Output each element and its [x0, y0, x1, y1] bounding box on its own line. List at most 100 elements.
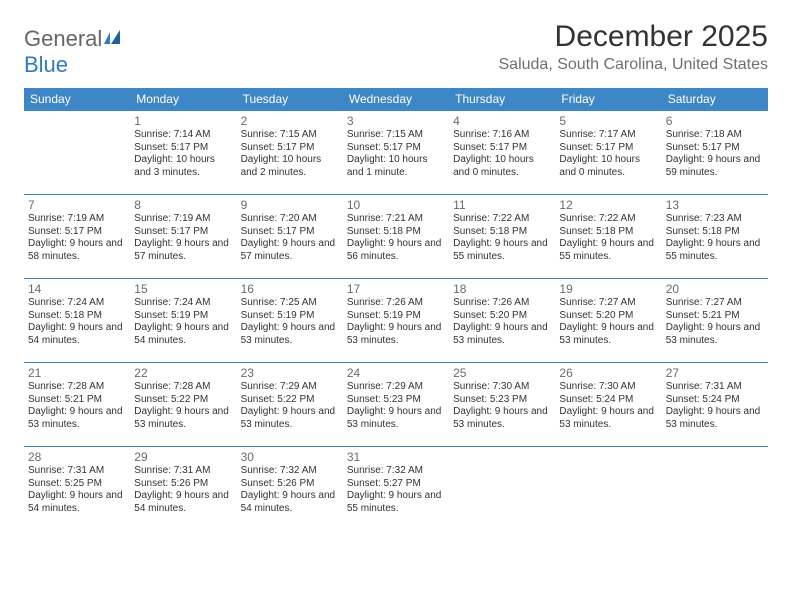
sunrise-text: Sunrise: 7:31 AM	[134, 465, 232, 478]
day-info: Sunrise: 7:27 AMSunset: 5:20 PMDaylight:…	[559, 297, 657, 347]
dow-header: Wednesday	[343, 88, 449, 111]
sunrise-text: Sunrise: 7:24 AM	[28, 297, 126, 310]
calendar-table: SundayMondayTuesdayWednesdayThursdayFrid…	[24, 88, 768, 531]
day-number: 11	[453, 198, 551, 212]
day-info: Sunrise: 7:28 AMSunset: 5:22 PMDaylight:…	[134, 381, 232, 431]
calendar-day-cell: 18Sunrise: 7:26 AMSunset: 5:20 PMDayligh…	[449, 279, 555, 363]
sunset-text: Sunset: 5:22 PM	[241, 394, 339, 407]
daylight-text: Daylight: 9 hours and 55 minutes.	[666, 238, 764, 263]
sunset-text: Sunset: 5:20 PM	[453, 310, 551, 323]
day-number: 31	[347, 450, 445, 464]
day-info: Sunrise: 7:19 AMSunset: 5:17 PMDaylight:…	[134, 213, 232, 263]
sunrise-text: Sunrise: 7:31 AM	[666, 381, 764, 394]
sunrise-text: Sunrise: 7:28 AM	[28, 381, 126, 394]
day-number: 15	[134, 282, 232, 296]
sunset-text: Sunset: 5:20 PM	[559, 310, 657, 323]
daylight-text: Daylight: 9 hours and 55 minutes.	[559, 238, 657, 263]
sunrise-text: Sunrise: 7:19 AM	[134, 213, 232, 226]
daylight-text: Daylight: 9 hours and 58 minutes.	[28, 238, 126, 263]
day-number: 23	[241, 366, 339, 380]
sunrise-text: Sunrise: 7:22 AM	[453, 213, 551, 226]
sunrise-text: Sunrise: 7:17 AM	[559, 129, 657, 142]
daylight-text: Daylight: 9 hours and 56 minutes.	[347, 238, 445, 263]
day-info: Sunrise: 7:19 AMSunset: 5:17 PMDaylight:…	[28, 213, 126, 263]
sunrise-text: Sunrise: 7:32 AM	[347, 465, 445, 478]
daylight-text: Daylight: 9 hours and 53 minutes.	[241, 322, 339, 347]
day-info: Sunrise: 7:21 AMSunset: 5:18 PMDaylight:…	[347, 213, 445, 263]
day-info: Sunrise: 7:25 AMSunset: 5:19 PMDaylight:…	[241, 297, 339, 347]
sunset-text: Sunset: 5:27 PM	[347, 478, 445, 491]
daylight-text: Daylight: 9 hours and 55 minutes.	[347, 490, 445, 515]
daylight-text: Daylight: 10 hours and 1 minute.	[347, 154, 445, 179]
sunset-text: Sunset: 5:21 PM	[666, 310, 764, 323]
calendar-day-cell: 29Sunrise: 7:31 AMSunset: 5:26 PMDayligh…	[130, 447, 236, 531]
daylight-text: Daylight: 9 hours and 54 minutes.	[28, 490, 126, 515]
sunset-text: Sunset: 5:22 PM	[134, 394, 232, 407]
daylight-text: Daylight: 9 hours and 55 minutes.	[453, 238, 551, 263]
day-info: Sunrise: 7:20 AMSunset: 5:17 PMDaylight:…	[241, 213, 339, 263]
calendar-day-cell: 11Sunrise: 7:22 AMSunset: 5:18 PMDayligh…	[449, 195, 555, 279]
day-info: Sunrise: 7:15 AMSunset: 5:17 PMDaylight:…	[241, 129, 339, 179]
sunrise-text: Sunrise: 7:15 AM	[241, 129, 339, 142]
calendar-day-cell	[662, 447, 768, 531]
day-number: 24	[347, 366, 445, 380]
daylight-text: Daylight: 9 hours and 53 minutes.	[347, 322, 445, 347]
sunset-text: Sunset: 5:24 PM	[666, 394, 764, 407]
daylight-text: Daylight: 9 hours and 54 minutes.	[28, 322, 126, 347]
sunset-text: Sunset: 5:17 PM	[453, 142, 551, 155]
brand-part1: General	[24, 26, 102, 51]
day-number: 27	[666, 366, 764, 380]
calendar-day-cell: 10Sunrise: 7:21 AMSunset: 5:18 PMDayligh…	[343, 195, 449, 279]
day-number: 30	[241, 450, 339, 464]
dow-header: Tuesday	[237, 88, 343, 111]
daylight-text: Daylight: 9 hours and 53 minutes.	[666, 322, 764, 347]
daylight-text: Daylight: 9 hours and 53 minutes.	[666, 406, 764, 431]
daylight-text: Daylight: 9 hours and 53 minutes.	[559, 322, 657, 347]
sunset-text: Sunset: 5:25 PM	[28, 478, 126, 491]
sunset-text: Sunset: 5:17 PM	[559, 142, 657, 155]
day-number: 18	[453, 282, 551, 296]
calendar-week-row: 28Sunrise: 7:31 AMSunset: 5:25 PMDayligh…	[24, 447, 768, 531]
sunset-text: Sunset: 5:24 PM	[559, 394, 657, 407]
day-info: Sunrise: 7:29 AMSunset: 5:22 PMDaylight:…	[241, 381, 339, 431]
daylight-text: Daylight: 9 hours and 54 minutes.	[134, 490, 232, 515]
calendar-day-cell: 25Sunrise: 7:30 AMSunset: 5:23 PMDayligh…	[449, 363, 555, 447]
sunset-text: Sunset: 5:17 PM	[28, 226, 126, 239]
daylight-text: Daylight: 9 hours and 53 minutes.	[559, 406, 657, 431]
day-info: Sunrise: 7:16 AMSunset: 5:17 PMDaylight:…	[453, 129, 551, 179]
sunset-text: Sunset: 5:19 PM	[241, 310, 339, 323]
sunrise-text: Sunrise: 7:29 AM	[347, 381, 445, 394]
day-number: 29	[134, 450, 232, 464]
sunset-text: Sunset: 5:18 PM	[559, 226, 657, 239]
dow-header: Thursday	[449, 88, 555, 111]
sunrise-text: Sunrise: 7:29 AM	[241, 381, 339, 394]
dow-header: Saturday	[662, 88, 768, 111]
calendar-day-cell	[449, 447, 555, 531]
sunset-text: Sunset: 5:17 PM	[666, 142, 764, 155]
day-number: 9	[241, 198, 339, 212]
sunrise-text: Sunrise: 7:14 AM	[134, 129, 232, 142]
sunset-text: Sunset: 5:17 PM	[134, 142, 232, 155]
calendar-day-cell	[555, 447, 661, 531]
location-subtitle: Saluda, South Carolina, United States	[499, 56, 769, 74]
sunrise-text: Sunrise: 7:16 AM	[453, 129, 551, 142]
day-info: Sunrise: 7:24 AMSunset: 5:19 PMDaylight:…	[134, 297, 232, 347]
sunrise-text: Sunrise: 7:23 AM	[666, 213, 764, 226]
day-number: 26	[559, 366, 657, 380]
sunrise-text: Sunrise: 7:30 AM	[453, 381, 551, 394]
day-info: Sunrise: 7:26 AMSunset: 5:20 PMDaylight:…	[453, 297, 551, 347]
calendar-day-cell: 13Sunrise: 7:23 AMSunset: 5:18 PMDayligh…	[662, 195, 768, 279]
day-info: Sunrise: 7:28 AMSunset: 5:21 PMDaylight:…	[28, 381, 126, 431]
calendar-day-cell: 23Sunrise: 7:29 AMSunset: 5:22 PMDayligh…	[237, 363, 343, 447]
day-info: Sunrise: 7:27 AMSunset: 5:21 PMDaylight:…	[666, 297, 764, 347]
calendar-day-cell: 7Sunrise: 7:19 AMSunset: 5:17 PMDaylight…	[24, 195, 130, 279]
sunrise-text: Sunrise: 7:27 AM	[559, 297, 657, 310]
day-number: 10	[347, 198, 445, 212]
sunset-text: Sunset: 5:17 PM	[241, 142, 339, 155]
day-info: Sunrise: 7:24 AMSunset: 5:18 PMDaylight:…	[28, 297, 126, 347]
calendar-day-cell: 27Sunrise: 7:31 AMSunset: 5:24 PMDayligh…	[662, 363, 768, 447]
sunset-text: Sunset: 5:18 PM	[666, 226, 764, 239]
calendar-day-cell: 2Sunrise: 7:15 AMSunset: 5:17 PMDaylight…	[237, 111, 343, 195]
sunrise-text: Sunrise: 7:24 AM	[134, 297, 232, 310]
day-number: 14	[28, 282, 126, 296]
